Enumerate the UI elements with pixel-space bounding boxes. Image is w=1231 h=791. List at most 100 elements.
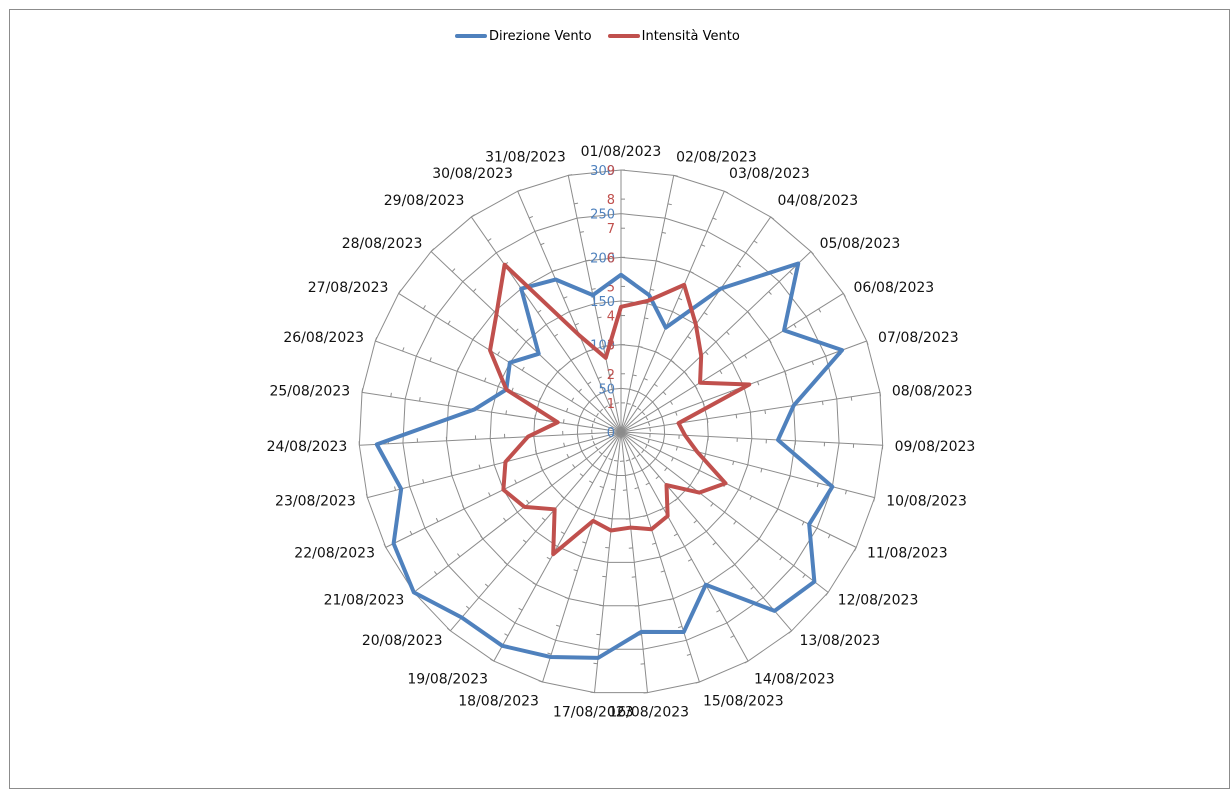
grid-spoke bbox=[620, 431, 700, 683]
legend-item-direction[interactable]: Direzione Vento bbox=[455, 29, 592, 44]
grid-spoke bbox=[367, 431, 622, 499]
tick-label-secondary: 1 bbox=[607, 397, 615, 412]
spoke-tick bbox=[541, 517, 546, 521]
category-label: 03/08/2023 bbox=[729, 166, 810, 182]
category-label: 28/08/2023 bbox=[342, 236, 423, 252]
tick-label-primary: 0 bbox=[607, 426, 615, 441]
chart-legend: Direzione Vento Intensità Vento bbox=[455, 27, 756, 45]
spoke-tick bbox=[532, 582, 537, 586]
grid-spoke bbox=[470, 216, 622, 433]
spoke-tick bbox=[563, 296, 568, 299]
spoke-tick bbox=[625, 459, 630, 462]
spoke-tick bbox=[574, 202, 579, 205]
legend-item-intensity[interactable]: Intensità Vento bbox=[607, 29, 740, 44]
spoke-tick bbox=[572, 464, 576, 468]
spoke-tick bbox=[503, 561, 508, 565]
spoke-tick bbox=[750, 586, 755, 590]
spoke-tick bbox=[595, 446, 599, 451]
spoke-tick bbox=[383, 543, 387, 548]
spoke-tick bbox=[636, 453, 641, 458]
spoke-tick bbox=[597, 376, 602, 379]
grid-spoke bbox=[620, 431, 875, 499]
tick-label-secondary: 5 bbox=[607, 280, 615, 295]
spoke-tick bbox=[643, 514, 648, 518]
spoke-tick bbox=[641, 411, 646, 416]
spoke-tick bbox=[744, 660, 749, 664]
category-label: 14/08/2023 bbox=[754, 672, 835, 688]
spoke-tick bbox=[669, 598, 674, 601]
spoke-tick bbox=[591, 423, 594, 428]
spoke-tick bbox=[560, 495, 565, 499]
spoke-tick bbox=[844, 490, 847, 495]
spoke-tick bbox=[604, 405, 608, 409]
spoke-tick bbox=[595, 412, 599, 417]
spoke-tick bbox=[650, 288, 655, 291]
spoke-tick bbox=[631, 457, 636, 460]
spoke-tick bbox=[521, 366, 525, 371]
grid-spoke bbox=[493, 431, 622, 662]
category-label: 25/08/2023 bbox=[269, 384, 350, 400]
spoke-tick bbox=[603, 345, 608, 347]
category-label: 18/08/2023 bbox=[458, 693, 539, 709]
spoke-tick bbox=[599, 485, 604, 489]
spoke-tick bbox=[503, 517, 507, 522]
spoke-tick bbox=[587, 381, 592, 385]
spoke-tick bbox=[571, 397, 575, 402]
category-label: 22/08/2023 bbox=[294, 546, 375, 562]
grid-spoke bbox=[620, 251, 812, 433]
spoke-tick bbox=[779, 556, 783, 561]
tick-label-secondary: 9 bbox=[607, 164, 615, 179]
grid-spoke bbox=[413, 431, 622, 593]
spoke-tick bbox=[487, 238, 492, 242]
spoke-tick bbox=[669, 400, 673, 405]
spoke-tick bbox=[775, 508, 779, 513]
spoke-tick bbox=[534, 414, 536, 419]
category-label: 26/08/2023 bbox=[283, 330, 364, 346]
spoke-tick bbox=[603, 455, 608, 458]
spoke-tick bbox=[712, 217, 717, 221]
tick-label-primary: 250 bbox=[590, 208, 615, 223]
spoke-tick bbox=[710, 502, 714, 507]
spoke-tick bbox=[422, 305, 426, 310]
spoke-tick bbox=[744, 354, 748, 359]
category-label: 13/08/2023 bbox=[799, 633, 880, 649]
spoke-tick bbox=[546, 556, 551, 560]
spoke-tick bbox=[661, 231, 667, 234]
spoke-tick bbox=[540, 466, 544, 471]
spoke-tick bbox=[784, 371, 787, 376]
spoke-tick bbox=[768, 339, 772, 344]
spoke-tick bbox=[704, 453, 707, 458]
spoke-tick bbox=[547, 652, 552, 655]
spoke-tick bbox=[827, 534, 831, 539]
spoke-tick bbox=[504, 633, 509, 637]
spoke-tick bbox=[733, 520, 737, 525]
spoke-tick bbox=[615, 402, 620, 404]
spoke-tick bbox=[515, 328, 519, 333]
category-label: 23/08/2023 bbox=[275, 494, 356, 510]
spoke-tick bbox=[528, 215, 534, 219]
spoke-tick bbox=[419, 397, 421, 402]
spoke-tick bbox=[866, 340, 869, 345]
grid-spoke bbox=[620, 431, 749, 662]
spoke-tick bbox=[760, 468, 763, 473]
spoke-tick bbox=[518, 607, 523, 611]
category-label: 11/08/2023 bbox=[867, 546, 948, 562]
spoke-tick bbox=[472, 335, 476, 340]
grid-spoke bbox=[620, 391, 881, 433]
spoke-tick bbox=[598, 451, 603, 455]
spoke-tick bbox=[538, 680, 543, 683]
spoke-tick bbox=[505, 410, 507, 415]
spoke-tick bbox=[579, 473, 584, 477]
tick-label-primary: 300 bbox=[590, 164, 615, 179]
spoke-tick bbox=[461, 505, 465, 510]
spoke-tick bbox=[737, 264, 741, 268]
spoke-tick bbox=[656, 260, 661, 263]
spoke-tick bbox=[673, 174, 678, 177]
spoke-tick bbox=[649, 427, 651, 432]
category-label: 01/08/2023 bbox=[581, 144, 662, 160]
spoke-tick bbox=[609, 373, 614, 376]
spoke-tick bbox=[694, 385, 698, 390]
spoke-tick bbox=[582, 541, 587, 544]
grid-spoke bbox=[542, 431, 622, 683]
